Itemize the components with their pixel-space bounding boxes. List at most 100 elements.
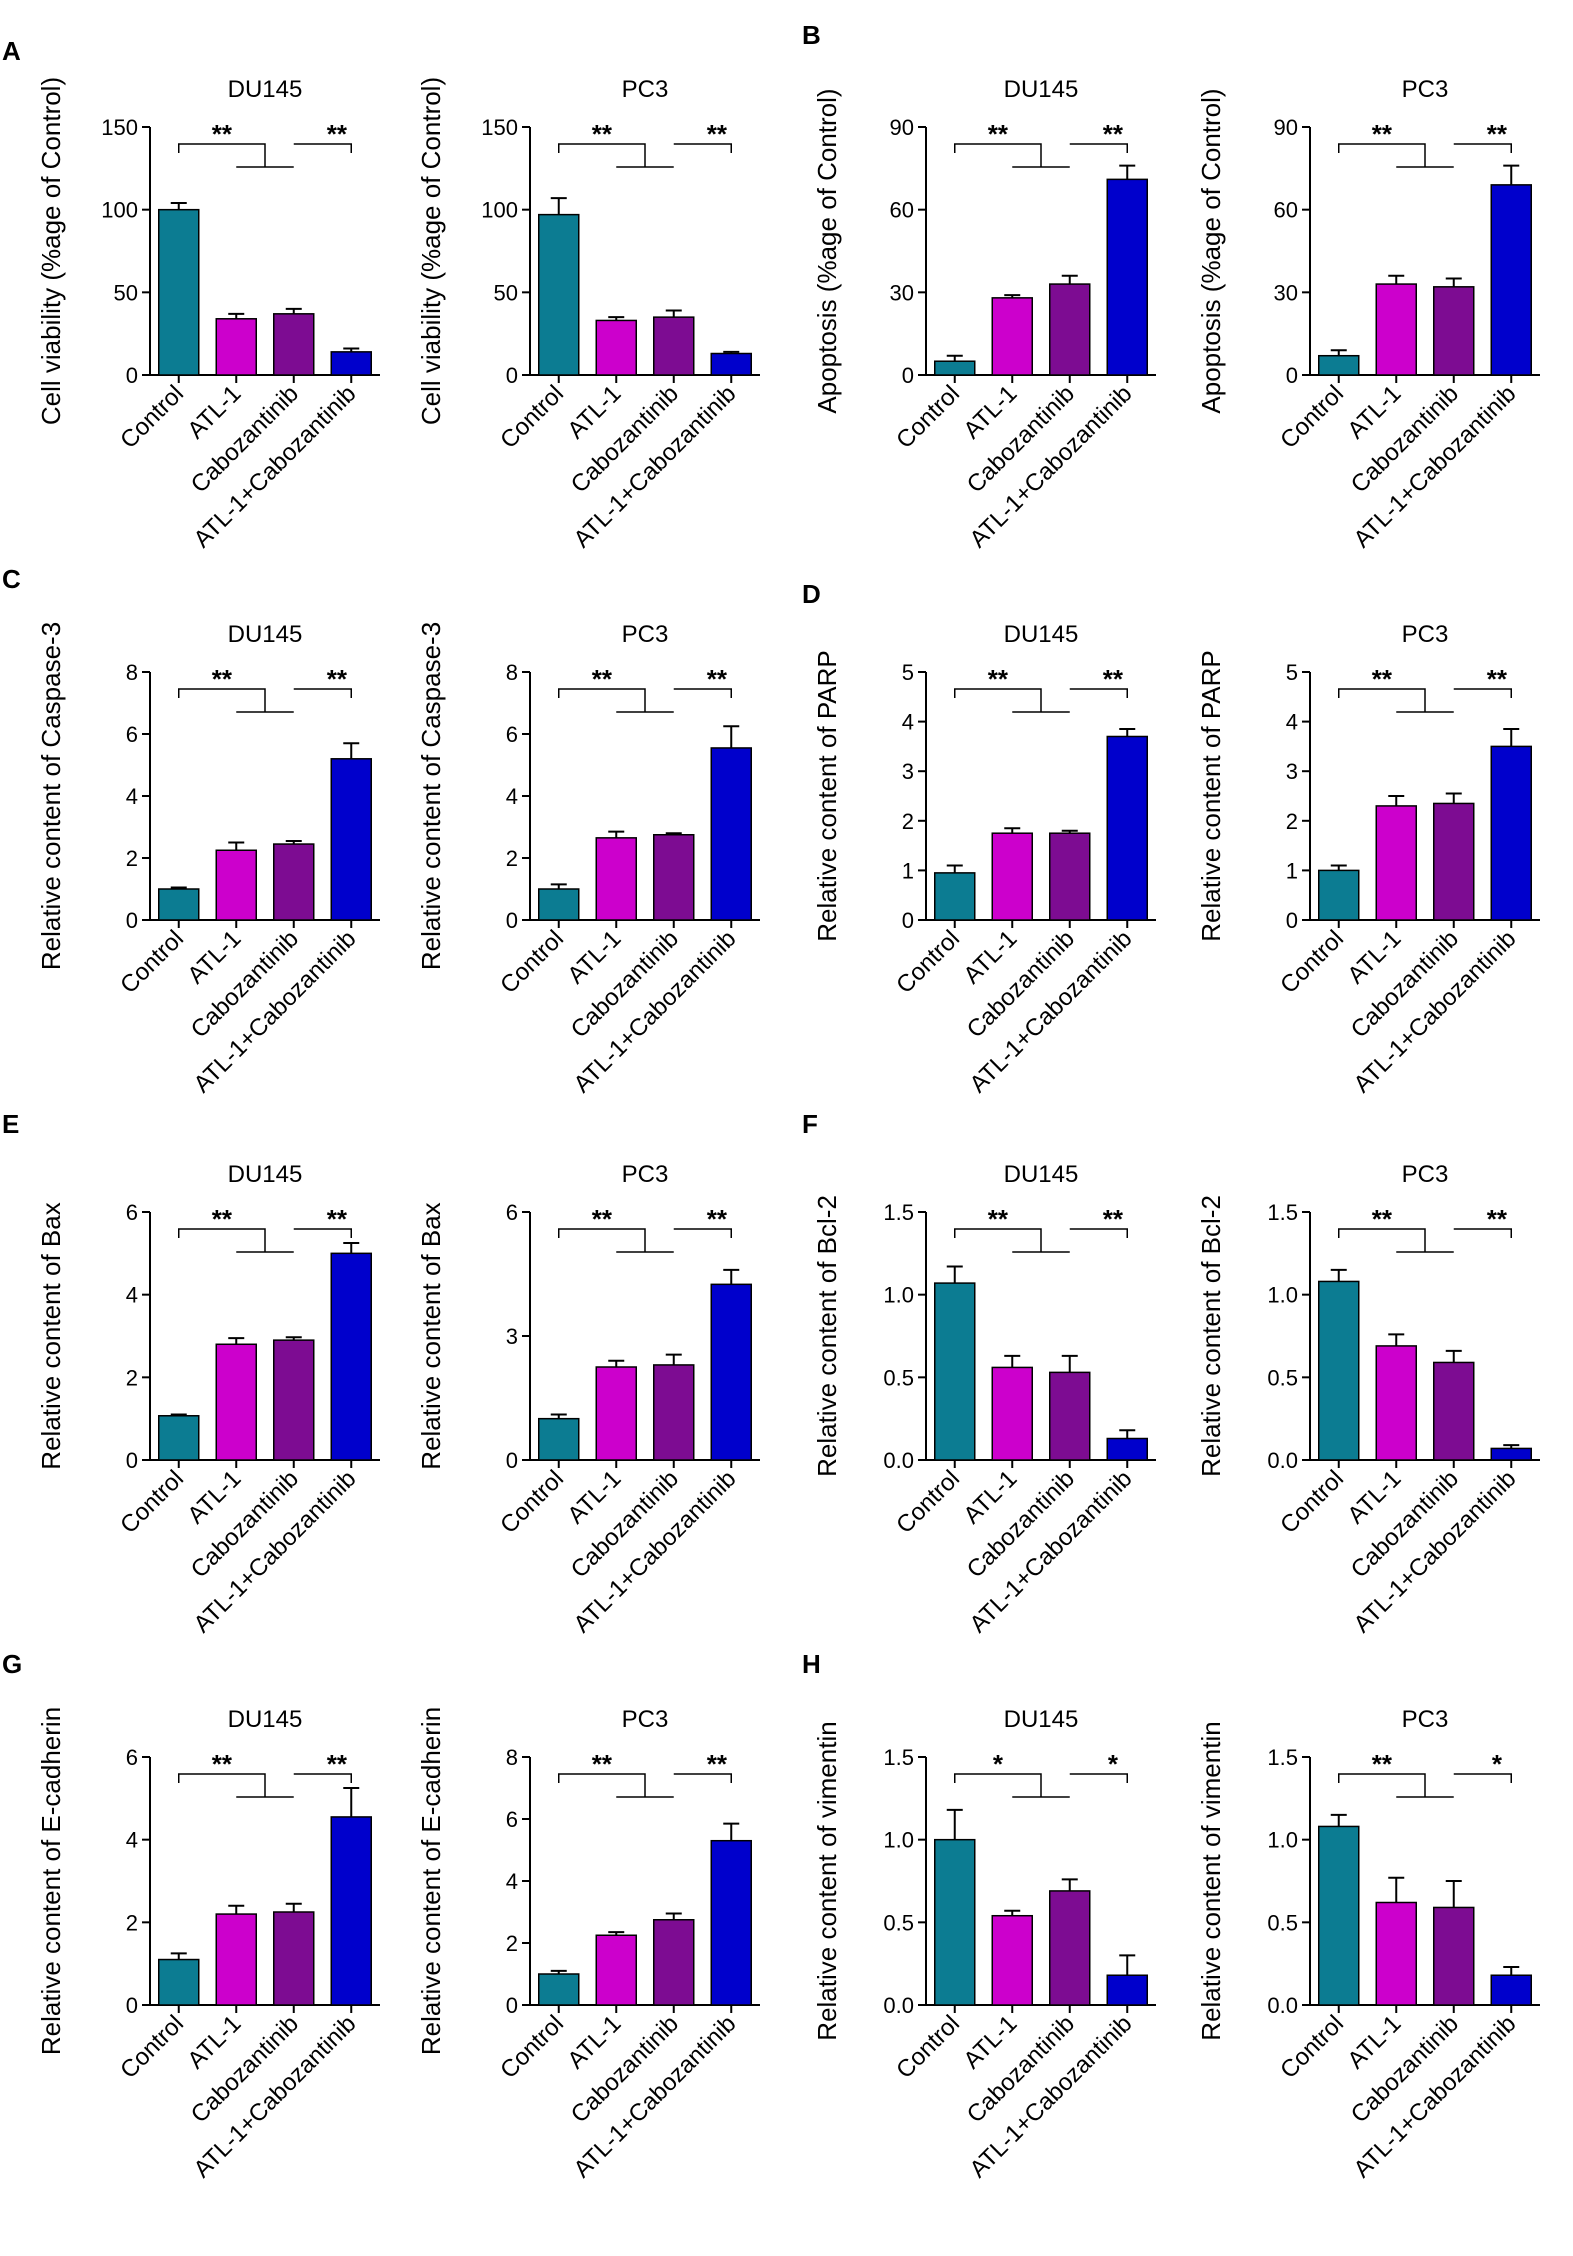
y-tick-label: 0.0 (883, 1993, 914, 2018)
y-tick-label: 6 (506, 1807, 518, 1832)
y-tick-label: 0.5 (883, 1365, 914, 1390)
significance-label-right: ** (707, 1204, 728, 1234)
bar-3 (1433, 286, 1475, 376)
chart-title: DU145 (228, 1161, 303, 1188)
bar-2 (1375, 1901, 1417, 2006)
y-tick-label: 4 (126, 784, 138, 809)
category-label: Control (1275, 925, 1349, 999)
significance-label-right: ** (327, 1749, 348, 1779)
significance-label-right: ** (327, 1204, 348, 1234)
significance-bracket-right (673, 143, 732, 153)
significance-label-left: ** (212, 1204, 233, 1234)
category-label: Control (115, 1465, 189, 1539)
bar-3 (653, 834, 695, 921)
significance-bracket-left (954, 143, 1042, 167)
y-tick-label: 50 (114, 280, 138, 305)
bar-3 (653, 316, 695, 376)
y-tick-label: 8 (126, 660, 138, 685)
panel-letter-b: B (802, 20, 821, 50)
y-tick-label: 0 (126, 1993, 138, 2018)
y-tick-label: 1.5 (883, 1745, 914, 1770)
y-tick-label: 1 (902, 858, 914, 883)
bar-3 (273, 313, 315, 376)
y-tick-label: 6 (126, 722, 138, 747)
chart-title: PC3 (622, 1706, 669, 1733)
significance-bracket-left (1338, 688, 1426, 712)
significance-label-right: ** (1487, 119, 1508, 149)
significance-label-left: * (993, 1749, 1004, 1779)
significance-bracket-left (954, 1773, 1042, 1797)
y-tick-label: 6 (126, 1200, 138, 1225)
bar-1 (934, 360, 976, 376)
y-tick-label: 2 (126, 1910, 138, 1935)
y-tick-label: 0 (1286, 363, 1298, 388)
bar-1 (158, 888, 200, 921)
y-tick-label: 50 (494, 280, 518, 305)
y-tick-label: 0 (126, 1448, 138, 1473)
category-label: Control (1275, 1465, 1349, 1539)
bar-2 (215, 1343, 257, 1461)
y-tick-label: 0.5 (883, 1910, 914, 1935)
bar-4 (710, 1283, 752, 1461)
significance-label-left: ** (988, 664, 1009, 694)
chart-11: DU145 Relative content of Bcl-2 0.0 0.5 1.0 1… (812, 1161, 1156, 1638)
y-tick-label: 2 (126, 1365, 138, 1390)
significance-bracket-left (1338, 1773, 1426, 1797)
chart-14: PC3 Relative content of E-cadherin 0 2 4 6 8 Co… (416, 1706, 760, 2183)
bar-3 (1433, 1361, 1475, 1461)
y-tick-label: 1.0 (1267, 1283, 1298, 1308)
bar-4 (330, 758, 372, 921)
y-axis-label: Relative content of Caspase-3 (36, 622, 66, 970)
significance-label-right: ** (707, 119, 728, 149)
significance-label-left: ** (1372, 119, 1393, 149)
chart-title: PC3 (622, 76, 669, 103)
chart-1: DU145 Cell viability (%age of Control) 0 50… (36, 76, 380, 553)
y-axis-label: Relative content of PARP (1196, 650, 1226, 941)
significance-label-right: ** (707, 664, 728, 694)
y-tick-label: 2 (506, 1931, 518, 1956)
bar-1 (1318, 1825, 1360, 2006)
bar-4 (1490, 745, 1532, 921)
y-tick-label: 60 (890, 198, 914, 223)
y-tick-label: 1.5 (883, 1200, 914, 1225)
y-tick-label: 150 (101, 115, 138, 140)
bar-4 (710, 747, 752, 921)
significance-label-right: ** (707, 1749, 728, 1779)
y-tick-label: 4 (1286, 710, 1298, 735)
bar-2 (595, 1934, 637, 2006)
category-label: Control (891, 1465, 965, 1539)
y-tick-label: 2 (506, 846, 518, 871)
significance-bracket-left (558, 688, 646, 712)
panel-letter-f: F (802, 1109, 818, 1139)
significance-label-left: ** (988, 1204, 1009, 1234)
bar-3 (1049, 832, 1091, 921)
significance-bracket-right (673, 1773, 732, 1783)
y-axis-label: Relative content of PARP (812, 650, 842, 941)
bar-2 (215, 1913, 257, 2006)
y-tick-label: 3 (506, 1324, 518, 1349)
y-tick-label: 100 (101, 198, 138, 223)
significance-label-right: * (1492, 1749, 1503, 1779)
significance-bracket-right (1453, 1228, 1512, 1238)
y-axis-label: Relative content of vimentin (1196, 1721, 1226, 2040)
y-tick-label: 0.0 (1267, 1993, 1298, 2018)
significance-bracket-left (178, 1773, 266, 1797)
chart-8: PC3 Relative content of PARP 0 1 2 3 4 5 Control… (1196, 621, 1540, 1098)
bar-2 (595, 1366, 637, 1461)
significance-label-right: ** (1103, 1204, 1124, 1234)
y-tick-label: 0 (126, 363, 138, 388)
y-tick-label: 0 (902, 363, 914, 388)
significance-bracket-right (293, 688, 352, 698)
y-axis-label: Cell viability (%age of Control) (416, 77, 446, 425)
chart-title: DU145 (1004, 621, 1079, 648)
bar-3 (1049, 1890, 1091, 2006)
category-label: Control (1275, 2010, 1349, 2084)
significance-bracket-right (673, 688, 732, 698)
y-tick-label: 6 (126, 1745, 138, 1770)
panel-letter-a: A (2, 36, 21, 66)
bar-3 (1433, 802, 1475, 921)
y-tick-label: 1 (1286, 858, 1298, 883)
bar-2 (215, 849, 257, 921)
